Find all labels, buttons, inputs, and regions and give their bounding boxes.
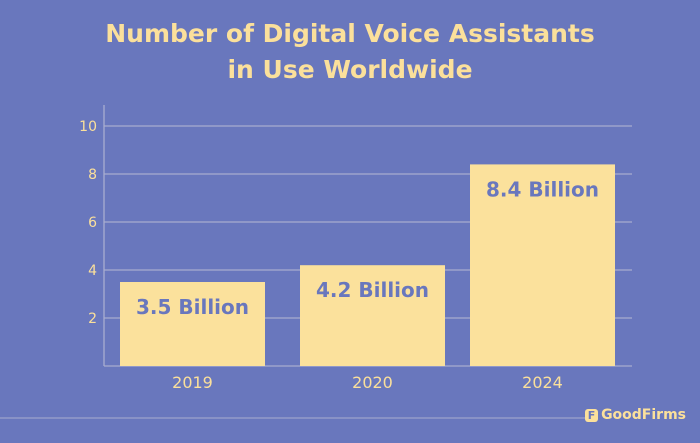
data-label: 3.5 Billion	[136, 295, 249, 319]
brand-name: GoodFirms	[601, 407, 686, 423]
bar	[470, 164, 615, 366]
chart-title: Number of Digital Voice Assistants in Use…	[0, 16, 700, 88]
x-tick-label: 2019	[172, 373, 213, 392]
y-tick-label: 4	[88, 263, 97, 279]
y-tick-label: 6	[88, 215, 97, 231]
y-tick-label: 10	[79, 119, 97, 135]
data-label: 8.4 Billion	[486, 177, 599, 201]
data-label: 4.2 Billion	[316, 278, 429, 302]
goodfirms-logo: F GoodFirms	[585, 407, 686, 423]
bar	[300, 265, 445, 366]
title-line-2: in Use Worldwide	[227, 55, 473, 84]
goodfirms-icon: F	[585, 408, 599, 422]
y-tick-label: 2	[88, 311, 97, 327]
title-line-1: Number of Digital Voice Assistants	[105, 19, 595, 48]
x-tick-label: 2020	[352, 373, 393, 392]
x-tick-label: 2024	[522, 373, 563, 392]
y-tick-label: 8	[88, 167, 97, 183]
bar	[120, 282, 265, 366]
